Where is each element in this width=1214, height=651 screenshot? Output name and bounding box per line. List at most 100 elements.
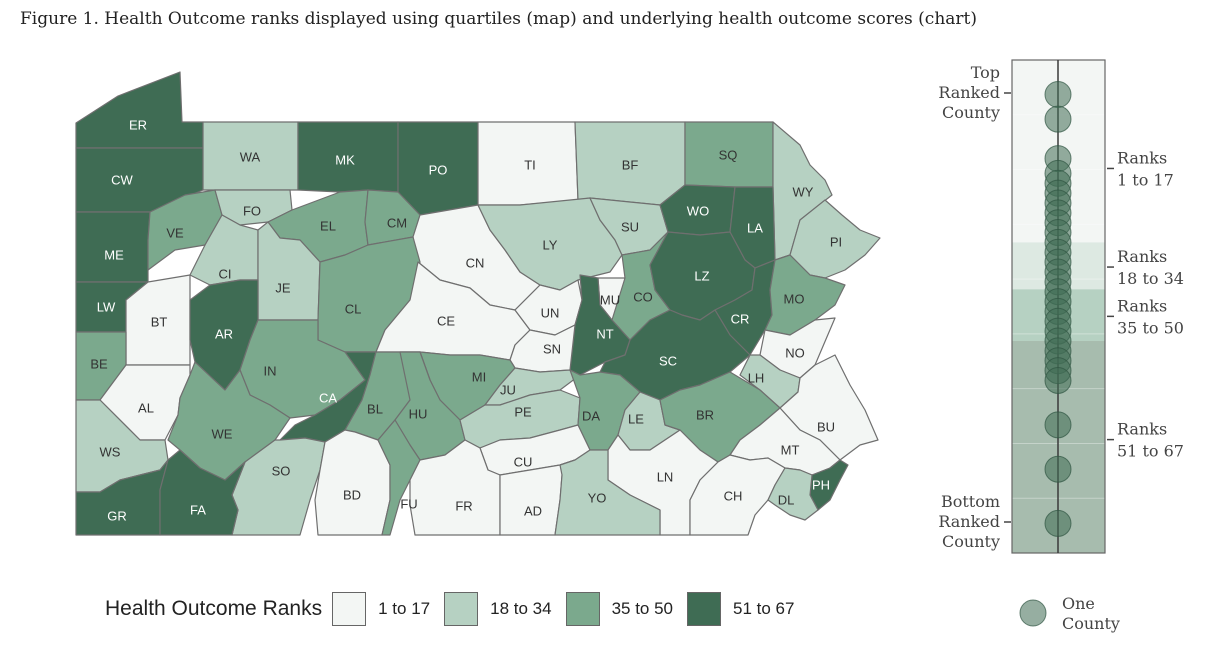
county-label-mo: MO <box>784 292 805 307</box>
county-label-gr: GR <box>107 509 127 524</box>
legend-swatch-q2 <box>444 592 479 626</box>
county-dot-24 <box>1044 357 1072 385</box>
county-label-el: EL <box>320 219 336 234</box>
legend-swatch-q3 <box>565 592 600 626</box>
county-label-pe: PE <box>514 405 532 420</box>
county-label-me: ME <box>104 248 124 263</box>
county-label-mi: MI <box>472 370 486 385</box>
county-we[interactable] <box>167 361 291 481</box>
strip-band-3 <box>1012 289 1105 342</box>
county-bd[interactable] <box>314 429 391 536</box>
county-label-ju: JU <box>500 383 516 398</box>
county-dot-17 <box>1044 288 1072 316</box>
county-label-so: SO <box>272 464 291 479</box>
county-dot-13 <box>1044 248 1072 276</box>
county-label-je: JE <box>275 281 291 296</box>
county-label-fa: FA <box>190 503 206 518</box>
county-label-br: BR <box>696 408 714 423</box>
county-label-mu: MU <box>600 293 620 308</box>
county-dl[interactable] <box>767 467 819 521</box>
county-dot-28 <box>1044 509 1072 537</box>
county-label-pi: PI <box>830 235 842 250</box>
county-label-un: UN <box>541 306 560 321</box>
county-label-co: CO <box>633 290 653 305</box>
county-label-ch: CH <box>724 489 743 504</box>
top-ranked-label-line1: Top <box>971 63 1000 82</box>
county-label-fo: FO <box>243 204 261 219</box>
county-label-er: ER <box>129 118 147 133</box>
county-fa[interactable] <box>159 449 246 536</box>
band-label-1-line1: Ranks <box>1117 148 1167 167</box>
county-dot-23 <box>1044 347 1072 375</box>
county-dot-10 <box>1044 219 1072 247</box>
band-label-1-line2: 1 to 17 <box>1117 170 1174 189</box>
county-label-mt: MT <box>781 443 800 458</box>
top-ranked-label-line3: County <box>942 103 1000 122</box>
one-county-label-line1: One <box>1062 594 1095 613</box>
county-label-cw: CW <box>111 173 133 188</box>
county-label-we: WE <box>212 427 233 442</box>
band-label-4-line1: Ranks <box>1117 420 1167 439</box>
county-label-po: PO <box>429 163 448 178</box>
county-er[interactable] <box>75 71 204 149</box>
county-mo[interactable] <box>764 254 846 336</box>
bottom-ranked-label-line3: County <box>942 532 1000 551</box>
county-dot-6 <box>1044 179 1072 207</box>
bottom-ranked-label-line2: Ranked <box>938 512 1000 531</box>
county-label-le: LE <box>628 412 644 427</box>
band-label-2-line2: 18 to 34 <box>1117 269 1184 288</box>
county-gr[interactable] <box>75 459 169 536</box>
county-label-yo: YO <box>588 491 607 506</box>
county-label-su: SU <box>621 220 639 235</box>
county-label-lh: LH <box>748 371 765 386</box>
county-label-wo: WO <box>687 204 709 219</box>
figure-caption: Figure 1. Health Outcome ranks displayed… <box>20 9 977 29</box>
map-legend: Health Outcome Ranks 1 to 17 18 to 34 35… <box>105 590 808 628</box>
county-label-da: DA <box>582 409 600 424</box>
county-label-in: IN <box>264 364 277 379</box>
legend-label-q4: 51 to 67 <box>733 599 795 618</box>
county-label-ce: CE <box>437 314 455 329</box>
county-dot-1 <box>1044 81 1072 109</box>
strip-band-1 <box>1012 60 1105 243</box>
strip-band-2 <box>1012 242 1105 290</box>
county-label-la: LA <box>747 221 763 236</box>
legend-swatch-q4 <box>687 592 722 626</box>
legend-label-q3: 35 to 50 <box>611 599 674 618</box>
strip-frame <box>1011 59 1106 554</box>
county-dot-15 <box>1044 268 1072 296</box>
county-label-mk: MK <box>335 153 355 168</box>
county-dot-3 <box>1044 145 1072 173</box>
county-label-cu: CU <box>514 455 533 470</box>
county-yo[interactable] <box>554 449 661 536</box>
county-dot-2 <box>1044 105 1072 133</box>
county-dot-16 <box>1044 278 1072 306</box>
legend-swatch-q1 <box>332 592 367 626</box>
county-label-cl: CL <box>345 302 362 317</box>
county-label-lz: LZ <box>694 269 709 284</box>
county-label-ci: CI <box>219 267 232 282</box>
county-label-al: AL <box>138 401 154 416</box>
legend-label-q1: 1 to 17 <box>378 599 431 618</box>
strip-band-4 <box>1012 341 1105 553</box>
county-label-ad: AD <box>524 504 542 519</box>
county-dot-9 <box>1044 209 1072 237</box>
one-county-label-line2: County <box>1062 614 1120 633</box>
county-fu[interactable] <box>377 419 421 536</box>
county-dot-25 <box>1044 366 1072 394</box>
county-label-ti: TI <box>524 158 536 173</box>
band-label-4-line2: 51 to 67 <box>1117 442 1184 461</box>
county-label-bu: BU <box>817 420 835 435</box>
county-label-sc: SC <box>659 354 677 369</box>
county-label-ve: VE <box>166 226 184 241</box>
one-county-dot <box>1019 599 1047 627</box>
county-label-wy: WY <box>793 185 814 200</box>
county-label-be: BE <box>90 357 108 372</box>
county-label-ws: WS <box>100 445 121 460</box>
top-ranked-label-line2: Ranked <box>938 83 1000 102</box>
county-label-ln: LN <box>657 470 674 485</box>
county-label-ph: PH <box>812 478 830 493</box>
county-label-cm: CM <box>387 216 407 231</box>
county-dot-20 <box>1044 317 1072 345</box>
county-dot-26 <box>1044 411 1072 439</box>
